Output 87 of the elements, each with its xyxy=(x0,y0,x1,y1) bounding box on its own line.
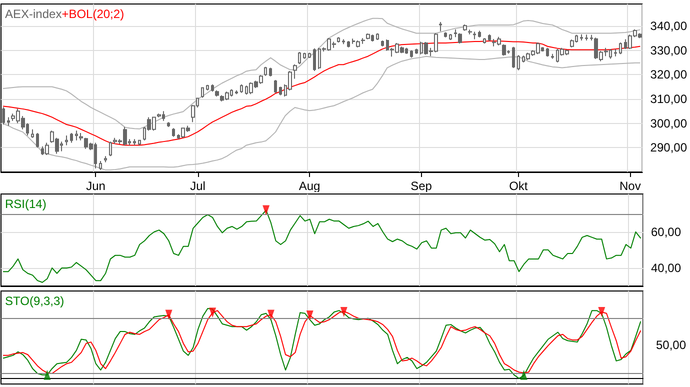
candlestick xyxy=(293,64,297,80)
candlestick xyxy=(356,40,360,48)
line-series xyxy=(2,56,640,171)
candlestick xyxy=(347,40,350,48)
candlestick xyxy=(36,132,39,148)
candlestick xyxy=(167,122,170,128)
y-tick-label: 40,00 xyxy=(651,260,682,275)
y-tick-label: 60,00 xyxy=(651,224,682,239)
candlestick xyxy=(444,32,447,38)
candlestick xyxy=(517,54,520,71)
candlestick xyxy=(439,22,442,32)
point xyxy=(598,306,606,317)
candlestick xyxy=(458,32,462,44)
x-tick-label: Okt xyxy=(509,179,528,193)
candlestick xyxy=(65,134,68,146)
candlestick xyxy=(410,50,413,58)
point xyxy=(340,306,348,317)
x-tick-label: Jun xyxy=(86,179,106,193)
text: STO(9,3,3) xyxy=(5,294,64,308)
candlestick xyxy=(240,84,243,94)
candlestick xyxy=(381,40,384,47)
candlestick xyxy=(157,113,161,118)
candlestick xyxy=(298,51,301,65)
candlestick xyxy=(7,116,10,126)
candlestick xyxy=(551,53,554,60)
candlestick xyxy=(274,79,277,94)
candlestick xyxy=(483,38,486,44)
candlestick xyxy=(361,38,365,44)
candlestick xyxy=(570,39,574,48)
candlestick xyxy=(585,34,588,42)
candlestick xyxy=(172,128,175,138)
point xyxy=(165,310,172,320)
candlestick xyxy=(235,90,238,95)
candlestick xyxy=(104,156,107,163)
candlestick xyxy=(75,130,78,141)
candlestick xyxy=(206,84,209,91)
candlestick xyxy=(376,32,379,41)
y-tick-label: 330,00 xyxy=(650,43,688,58)
candlestick xyxy=(269,67,272,77)
text: +BOL(20;2) xyxy=(62,7,124,21)
candlestick xyxy=(488,34,491,42)
candlestick xyxy=(2,106,5,126)
candlestick xyxy=(138,140,141,146)
candlestick xyxy=(337,36,340,43)
line-series xyxy=(2,40,640,146)
candlestick xyxy=(109,141,112,157)
candlestick xyxy=(303,52,306,60)
candlestick xyxy=(512,46,515,69)
candlestick xyxy=(313,48,316,72)
candlestick xyxy=(45,142,49,156)
x-tick-label: Jul xyxy=(190,179,206,193)
y-tick-label: 340,00 xyxy=(650,18,688,33)
candlestick xyxy=(502,44,506,56)
y-tick-label: 300,00 xyxy=(650,116,688,130)
candlestick xyxy=(201,86,204,98)
point xyxy=(267,310,274,320)
candlestick xyxy=(215,90,219,98)
text: RSI(14) xyxy=(5,197,46,211)
candlestick xyxy=(308,52,311,59)
y-tick-label: 290,00 xyxy=(650,140,688,155)
candlestick xyxy=(342,38,345,45)
candlestick xyxy=(463,24,467,32)
candlestick xyxy=(31,128,34,138)
candlestick xyxy=(614,48,617,57)
point xyxy=(306,310,314,320)
candlestick xyxy=(415,48,418,54)
candlestick xyxy=(473,31,476,40)
candlestick xyxy=(580,34,583,42)
candlestick xyxy=(619,42,622,55)
candlestick xyxy=(70,132,73,144)
candlestick xyxy=(478,30,481,38)
y-tick-label: 310,00 xyxy=(650,92,688,106)
point xyxy=(44,370,51,380)
candlestick xyxy=(133,138,136,146)
x-tick-label: Nov xyxy=(619,179,641,193)
candlestick xyxy=(366,32,370,40)
candlestick xyxy=(546,47,549,58)
point xyxy=(520,370,528,380)
candlestick xyxy=(264,66,267,76)
y-tick-label: 320,00 xyxy=(650,68,688,82)
point xyxy=(209,308,216,318)
text: 50,00 xyxy=(656,338,686,352)
candlestick xyxy=(279,86,282,96)
text: AEX-index xyxy=(5,7,62,21)
candlestick xyxy=(449,33,452,41)
candlestick xyxy=(468,29,472,35)
candlestick xyxy=(211,84,214,92)
